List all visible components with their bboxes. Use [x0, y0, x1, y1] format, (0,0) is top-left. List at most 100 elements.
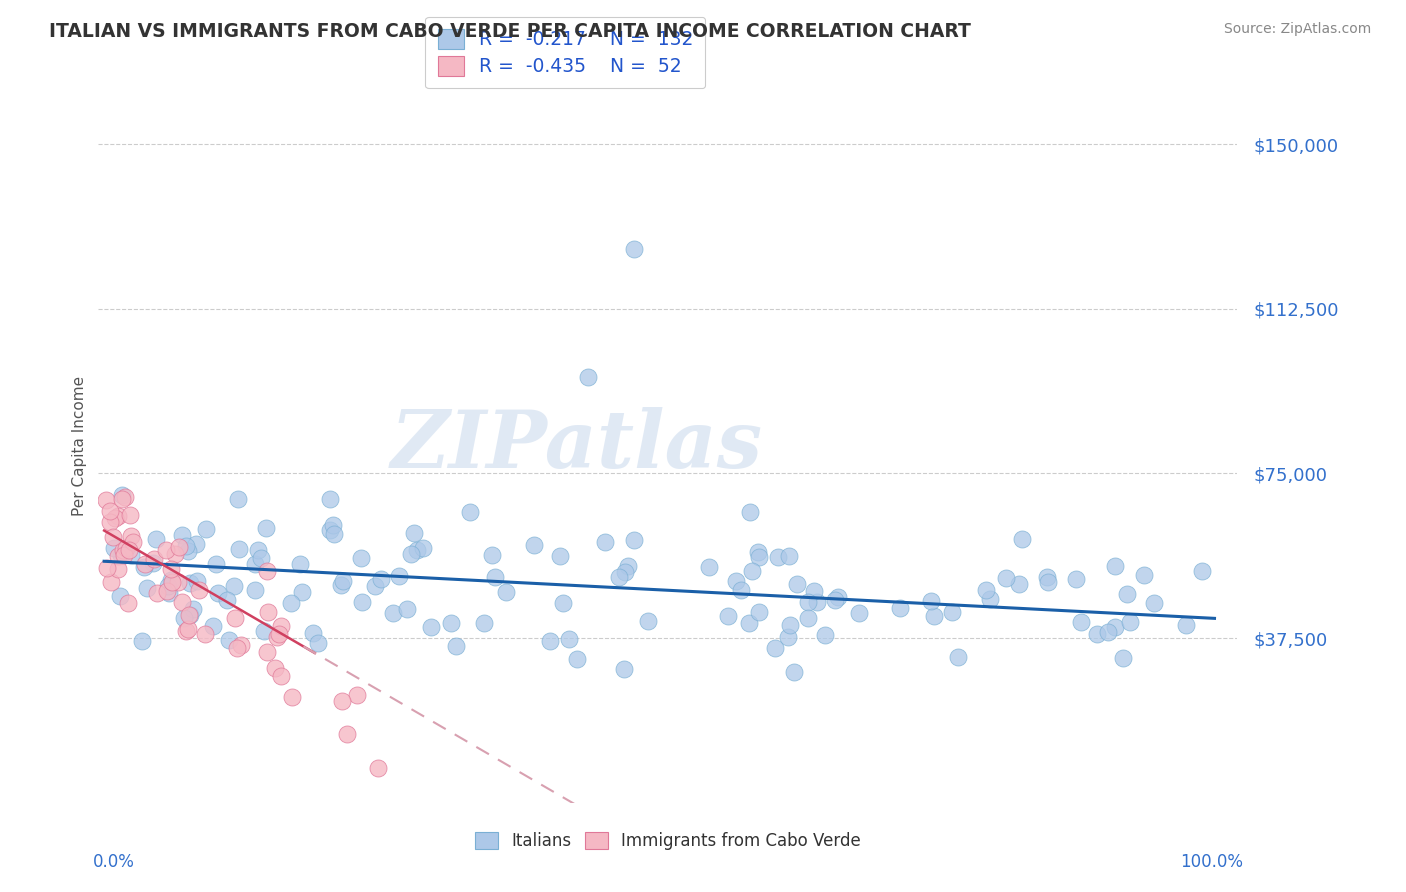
- Point: [717, 609, 740, 624]
- Point: [1085, 627, 1108, 641]
- Point: [607, 569, 630, 583]
- Point: [697, 559, 720, 574]
- Point: [322, 518, 344, 533]
- Point: [747, 544, 769, 558]
- Point: [188, 582, 211, 597]
- Point: [120, 529, 142, 543]
- Point: [613, 566, 636, 580]
- Point: [112, 542, 135, 557]
- Legend: Italians, Immigrants from Cabo Verde: Italians, Immigrants from Cabo Verde: [467, 824, 869, 859]
- Point: [370, 572, 392, 586]
- Point: [167, 540, 190, 554]
- Point: [1036, 570, 1059, 584]
- Point: [1175, 617, 1198, 632]
- Point: [159, 562, 181, 576]
- Point: [1007, 577, 1029, 591]
- Point: [406, 542, 429, 557]
- Point: [946, 650, 969, 665]
- Text: ITALIAN VS IMMIGRANTS FROM CABO VERDE PER CAPITA INCOME CORRELATION CHART: ITALIAN VS IMMIGRANTS FROM CABO VERDE PE…: [49, 22, 972, 41]
- Point: [217, 593, 239, 607]
- Point: [205, 557, 228, 571]
- Point: [920, 594, 942, 608]
- Point: [280, 690, 302, 704]
- Point: [120, 548, 142, 562]
- Point: [814, 628, 837, 642]
- Point: [291, 584, 314, 599]
- Point: [974, 583, 997, 598]
- Point: [146, 586, 169, 600]
- Point: [412, 541, 434, 555]
- Point: [96, 560, 118, 574]
- Point: [1070, 615, 1092, 630]
- Point: [1104, 619, 1126, 633]
- Point: [848, 606, 870, 620]
- Point: [247, 543, 270, 558]
- Point: [623, 533, 645, 547]
- Point: [157, 579, 180, 593]
- Point: [783, 665, 806, 679]
- Point: [110, 589, 132, 603]
- Point: [741, 564, 763, 578]
- Point: [270, 669, 292, 683]
- Point: [264, 661, 287, 675]
- Point: [332, 574, 354, 589]
- Point: [576, 369, 599, 384]
- Y-axis label: Per Capita Income: Per Capita Income: [72, 376, 87, 516]
- Point: [367, 761, 389, 775]
- Point: [250, 551, 273, 566]
- Point: [253, 624, 276, 638]
- Text: 0.0%: 0.0%: [93, 853, 135, 871]
- Point: [319, 492, 342, 507]
- Point: [177, 544, 200, 558]
- Point: [118, 508, 141, 522]
- Point: [96, 492, 118, 507]
- Point: [156, 584, 179, 599]
- Point: [420, 620, 443, 634]
- Point: [472, 615, 495, 630]
- Point: [176, 624, 198, 638]
- Point: [553, 597, 575, 611]
- Point: [194, 627, 217, 641]
- Point: [404, 526, 426, 541]
- Point: [995, 571, 1018, 585]
- Point: [779, 618, 801, 632]
- Point: [941, 605, 963, 619]
- Point: [824, 593, 846, 607]
- Point: [177, 623, 200, 637]
- Point: [181, 601, 204, 615]
- Point: [118, 542, 141, 557]
- Point: [184, 537, 207, 551]
- Point: [1104, 558, 1126, 573]
- Point: [134, 557, 156, 571]
- Point: [160, 575, 183, 590]
- Point: [538, 633, 561, 648]
- Point: [173, 611, 195, 625]
- Point: [796, 610, 818, 624]
- Point: [98, 515, 121, 529]
- Point: [224, 579, 246, 593]
- Point: [218, 633, 240, 648]
- Point: [301, 625, 323, 640]
- Point: [135, 581, 157, 595]
- Point: [346, 688, 368, 702]
- Point: [319, 523, 342, 537]
- Point: [254, 521, 277, 535]
- Point: [131, 633, 153, 648]
- Point: [201, 619, 224, 633]
- Point: [101, 530, 124, 544]
- Point: [100, 574, 122, 589]
- Point: [307, 636, 329, 650]
- Point: [548, 549, 571, 563]
- Point: [979, 591, 1001, 606]
- Point: [481, 548, 503, 562]
- Point: [330, 694, 353, 708]
- Point: [765, 640, 787, 655]
- Point: [166, 575, 188, 590]
- Point: [730, 582, 752, 597]
- Point: [786, 577, 808, 591]
- Point: [724, 574, 747, 589]
- Point: [1112, 650, 1135, 665]
- Point: [889, 601, 911, 615]
- Point: [280, 597, 302, 611]
- Point: [1097, 625, 1119, 640]
